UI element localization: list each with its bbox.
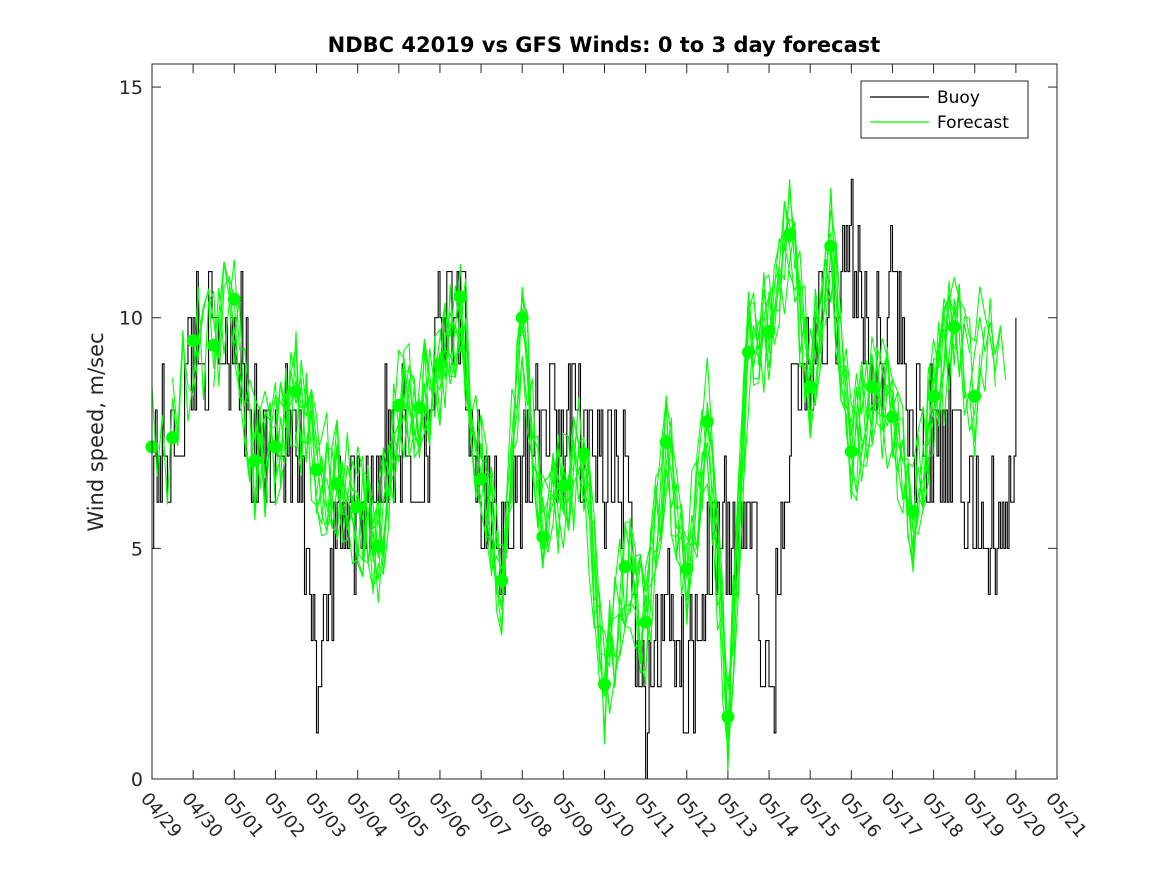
- forecast-point: [536, 530, 550, 544]
- forecast-run-line: [295, 218, 1007, 770]
- chart-title: NDBC 42019 vs GFS Winds: 0 to 3 day fore…: [328, 33, 881, 57]
- legend: Buoy Forecast: [860, 80, 1029, 139]
- y-tick-label: 10: [119, 308, 143, 330]
- y-tick-label: 0: [131, 769, 143, 791]
- forecast-point: [927, 389, 941, 403]
- forecast-point: [824, 239, 838, 253]
- forecast-point: [166, 431, 180, 445]
- forecast-point: [556, 479, 570, 493]
- forecast-point: [227, 292, 241, 306]
- forecast-point: [207, 338, 221, 352]
- legend-box: [860, 80, 1029, 139]
- forecast-point: [783, 228, 797, 242]
- y-tick-label: 5: [131, 538, 143, 560]
- legend-label: Buoy: [937, 88, 980, 108]
- forecast-point: [351, 500, 365, 514]
- forecast-point: [268, 440, 282, 454]
- forecast-point: [721, 710, 735, 724]
- forecast-run-line: [192, 210, 971, 751]
- y-tick-label: 15: [119, 77, 143, 99]
- y-axis-label: Wind speed, m/sec: [84, 332, 108, 531]
- forecast-point: [433, 357, 447, 371]
- forecast-point: [741, 345, 755, 359]
- forecast-point: [762, 325, 776, 339]
- forecast-point: [412, 401, 426, 415]
- forecast-run-line: [254, 179, 996, 691]
- forecast-point: [803, 380, 817, 394]
- legend-label: Forecast: [937, 113, 1009, 133]
- forecast-point: [371, 539, 385, 553]
- forecast-point: [454, 290, 468, 304]
- forecast-point: [289, 385, 303, 399]
- forecast-point: [186, 334, 200, 348]
- forecast-point: [659, 435, 673, 449]
- forecast-point: [947, 320, 961, 334]
- forecast-point: [968, 389, 982, 403]
- forecast-point: [639, 615, 653, 629]
- forecast-run-line: [274, 227, 1001, 732]
- forecast-point: [598, 677, 611, 691]
- forecast-point: [515, 311, 529, 325]
- plot-area: [145, 178, 1017, 779]
- forecast-point: [680, 562, 694, 576]
- forecast-point: [618, 560, 632, 574]
- forecast-point: [700, 415, 714, 428]
- forecast-point: [885, 410, 899, 424]
- forecast-point: [865, 380, 879, 394]
- forecast-point: [330, 477, 344, 491]
- forecast-point: [474, 472, 488, 486]
- forecast-point: [906, 504, 920, 518]
- forecast-point: [392, 398, 406, 412]
- forecast-point: [495, 574, 509, 588]
- forecast-point: [844, 444, 858, 458]
- forecast-point: [310, 463, 324, 477]
- forecast-point: [577, 447, 591, 461]
- forecast-point: [248, 454, 262, 468]
